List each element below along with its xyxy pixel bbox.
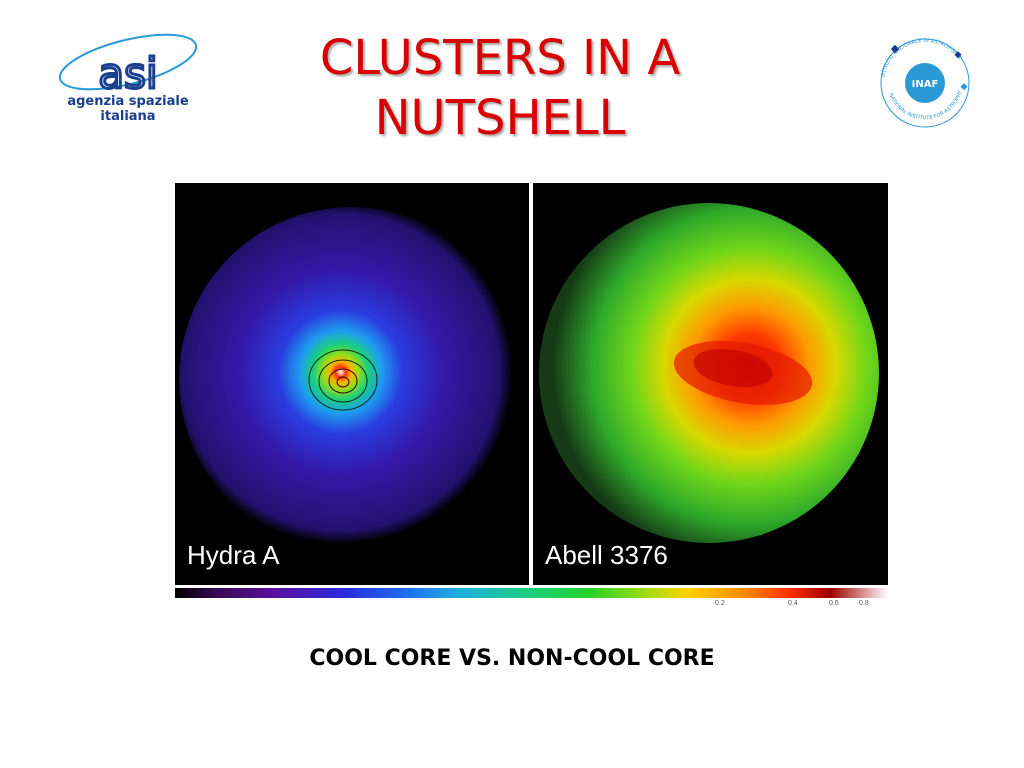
cluster-figure: Hydra A Abell 3376 <box>175 183 888 585</box>
hydra-a-image <box>179 207 523 551</box>
abell-3376-panel: Abell 3376 <box>533 183 888 585</box>
colorbar-tick-label: 0.4 <box>788 600 798 607</box>
abell-3376-image <box>539 203 879 543</box>
caption: COOL CORE VS. NON-COOL CORE <box>309 646 715 671</box>
asi-logo: asi agenzia spaziale italiana <box>50 28 210 128</box>
panel-divider <box>529 183 533 585</box>
asi-logo-text-line2: italiana <box>100 109 155 124</box>
colorbar-tick-label: 0.6 <box>829 600 839 607</box>
colorbar <box>175 588 888 598</box>
inaf-center-text: INAF <box>912 79 939 90</box>
asi-logo-text-line1: agenzia spaziale <box>67 94 189 109</box>
colorbar-tick-label: 0.2 <box>715 600 725 607</box>
hydra-a-panel: Hydra A <box>175 183 529 585</box>
hydra-a-label: Hydra A <box>187 540 280 570</box>
slide-title: CLUSTERS IN A NUTSHELL <box>319 30 681 146</box>
colorbar-tick-label: 0.8 <box>859 600 869 607</box>
asi-logo-letters: asi <box>98 49 157 98</box>
abell-3376-label: Abell 3376 <box>545 540 668 570</box>
inaf-logo: ISTITUTO NAZIONALE DI ASTROFISICA NATION… <box>868 24 980 138</box>
